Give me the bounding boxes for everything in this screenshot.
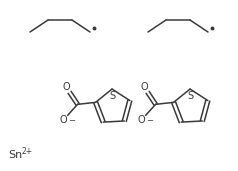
Text: S: S <box>109 91 115 101</box>
Text: −: − <box>146 116 153 125</box>
Text: Sn: Sn <box>8 150 22 160</box>
Text: O: O <box>138 115 145 125</box>
Text: O: O <box>141 82 149 92</box>
Text: O: O <box>63 82 70 92</box>
Text: −: − <box>68 116 75 125</box>
Text: O: O <box>60 115 67 125</box>
Text: 2+: 2+ <box>22 148 33 156</box>
Text: S: S <box>187 91 193 101</box>
